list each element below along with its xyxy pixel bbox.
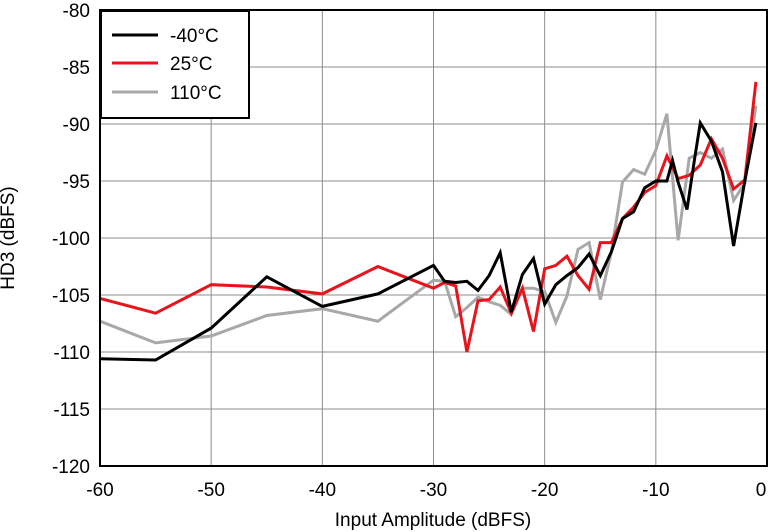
y-tick-label: -120 bbox=[52, 457, 90, 478]
y-tick-labels: -80 -85 -90 -95 -100 -105 -110 -115 -120 bbox=[52, 1, 90, 478]
x-tick-label: -50 bbox=[197, 480, 224, 501]
y-tick-label: -105 bbox=[52, 286, 90, 307]
y-axis-label: HD3 (dBFS) bbox=[0, 186, 19, 289]
y-tick-label: -115 bbox=[53, 400, 90, 421]
x-tick-label: -10 bbox=[642, 480, 669, 501]
x-tick-label: -30 bbox=[420, 480, 447, 501]
y-tick-label: -110 bbox=[53, 343, 90, 364]
series-line-0 bbox=[99, 118, 758, 362]
x-tick-labels: -60 -50 -40 -30 -20 -10 0 bbox=[86, 480, 766, 501]
x-axis-label: Input Amplitude (dBFS) bbox=[335, 510, 531, 531]
legend-label-2: 110°C bbox=[170, 83, 222, 104]
legend-label-0: -40°C bbox=[170, 26, 219, 47]
y-tick-label: -85 bbox=[63, 58, 90, 79]
series-layer bbox=[99, 81, 758, 362]
legend: -40°C 25°C 110°C bbox=[100, 10, 250, 119]
y-tick-label: -90 bbox=[63, 115, 90, 136]
x-tick-label: -60 bbox=[86, 480, 113, 501]
y-tick-label: -95 bbox=[63, 172, 90, 193]
series-line-2 bbox=[99, 105, 758, 345]
x-tick-label: -40 bbox=[309, 480, 336, 501]
y-tick-label: -100 bbox=[52, 229, 90, 250]
x-tick-label: 0 bbox=[756, 480, 767, 501]
x-tick-label: -20 bbox=[531, 480, 558, 501]
legend-label-1: 25°C bbox=[170, 54, 212, 75]
y-tick-label: -80 bbox=[63, 1, 90, 22]
plot-frame bbox=[99, 9, 768, 467]
